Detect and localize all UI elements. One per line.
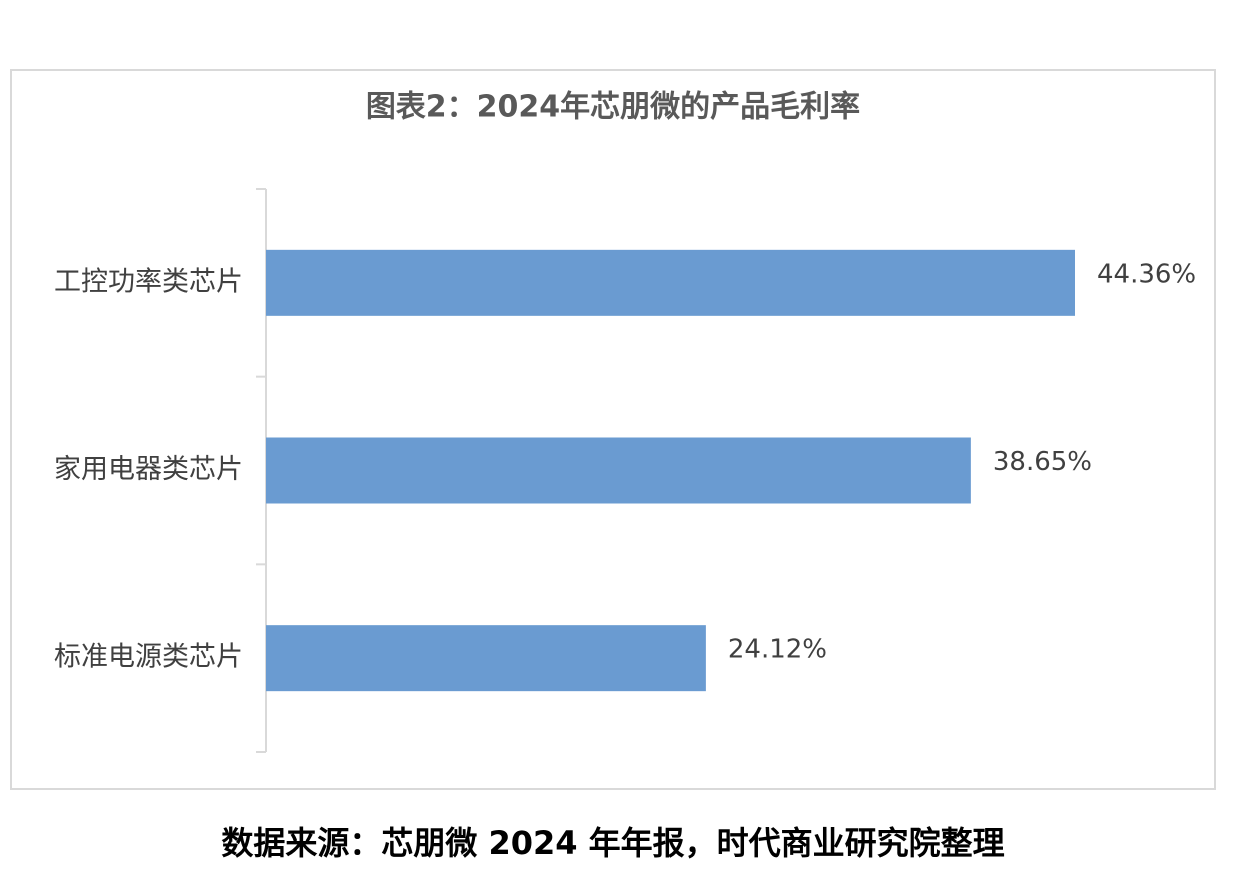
data-label: 24.12% xyxy=(728,635,827,665)
bar xyxy=(266,249,1075,316)
chart-title: 图表2：2024年芯朋微的产品毛利率 xyxy=(366,90,860,125)
y-tick-label: 标准电源类芯片 xyxy=(54,642,243,673)
y-tick-label: 家用电器类芯片 xyxy=(54,454,243,485)
data-label: 44.36% xyxy=(1097,259,1196,289)
bar xyxy=(266,625,706,692)
data-label: 38.65% xyxy=(993,447,1092,477)
y-tick-label: 工控功率类芯片 xyxy=(54,266,243,297)
bar xyxy=(266,437,971,504)
source-note: 数据来源：芯朋微 2024 年年报，时代商业研究院整理 xyxy=(221,824,1004,862)
